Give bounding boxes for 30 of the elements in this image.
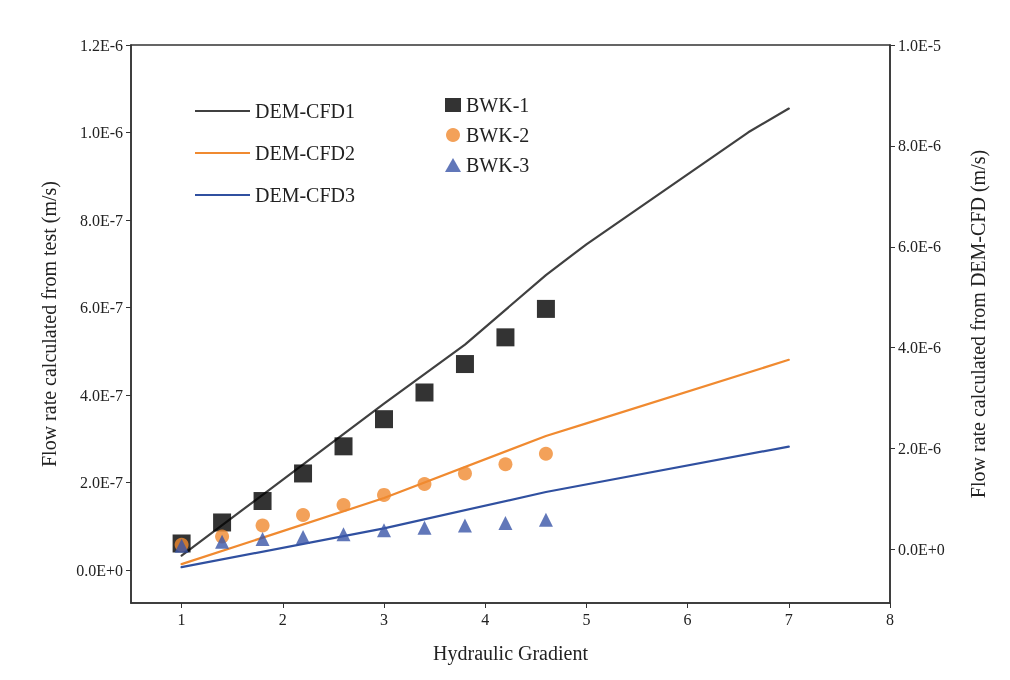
legend-label: DEM-CFD3 <box>255 184 356 206</box>
x-tick-label: 2 <box>278 610 287 628</box>
x-tick-label: 6 <box>683 610 692 628</box>
x-axis-title: Hydraulic Gradient <box>433 642 589 665</box>
y2-tick-label: 6.0E-6 <box>898 238 942 256</box>
y2-tick-label: 2.0E-6 <box>898 440 942 458</box>
x-tick-label: 3 <box>380 610 388 628</box>
y-tick-label: 2.0E-7 <box>79 474 123 492</box>
y-tick-label: 1.2E-6 <box>79 36 123 54</box>
y-tick-label: 1.0E-6 <box>79 124 123 142</box>
legend-label: DEM-CFD2 <box>255 142 356 164</box>
y2-tick-label: 1.0E-5 <box>898 36 942 54</box>
legend-label: DEM-CFD1 <box>255 100 356 122</box>
y-tick-label: 8.0E-7 <box>79 211 123 229</box>
y2-tick-label: 8.0E-6 <box>898 137 942 155</box>
x-tick-label: 8 <box>886 610 894 628</box>
y-axis-title: Flow rate calculated from test (m/s) <box>38 180 61 468</box>
legend-label: BWK-1 <box>466 94 530 116</box>
y-tick-label: 6.0E-7 <box>79 299 123 317</box>
x-tick-label: 5 <box>582 610 591 628</box>
legend-label: BWK-3 <box>466 154 530 176</box>
y2-axis-title: Flow rate calculated from DEM-CFD (m/s) <box>967 149 990 499</box>
x-tick-label: 7 <box>784 610 793 628</box>
y-tick-label: 4.0E-7 <box>79 386 123 404</box>
y-tick-label: 0.0E+0 <box>76 561 123 579</box>
y2-tick-label: 0.0E+0 <box>898 541 945 559</box>
x-tick-label: 4 <box>481 610 490 628</box>
y2-tick-label: 4.0E-6 <box>898 339 942 357</box>
legend-label: BWK-2 <box>466 124 530 146</box>
x-tick-label: 1 <box>177 610 186 628</box>
